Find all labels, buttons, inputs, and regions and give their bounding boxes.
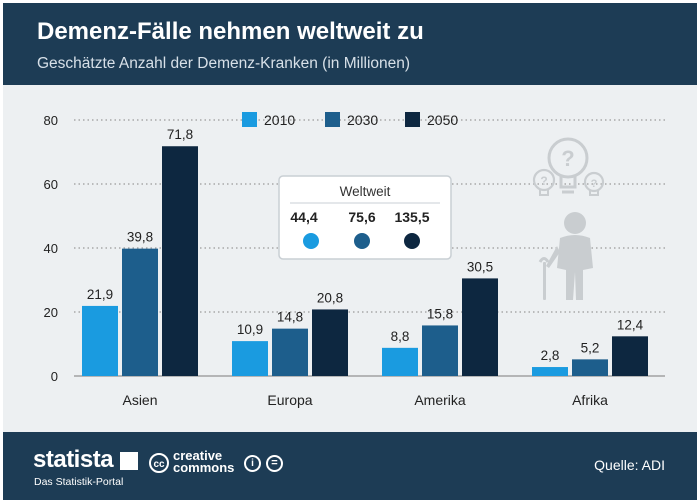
creative-commons-label[interactable]: creative commons bbox=[173, 448, 235, 475]
no-derivatives-icon: = bbox=[266, 455, 283, 472]
bar-europa-2050 bbox=[312, 309, 348, 376]
thinking-elderly-person-icon bbox=[538, 212, 593, 300]
category-labels: Asien Europa Amerika Afrika bbox=[122, 392, 608, 408]
legend-label-2010: 2010 bbox=[264, 112, 295, 128]
svg-text:?: ? bbox=[591, 178, 598, 190]
bar-europa-2010 bbox=[232, 341, 268, 376]
bar-amerika-2010 bbox=[382, 347, 418, 376]
legend-label-2050: 2050 bbox=[427, 112, 458, 128]
category-label: Asien bbox=[122, 392, 157, 408]
data-label: 5,2 bbox=[581, 340, 600, 355]
data-label: 8,8 bbox=[391, 329, 410, 344]
data-label: 2,8 bbox=[541, 348, 560, 363]
bar-amerika-2050 bbox=[462, 278, 498, 376]
data-labels: 21,9 39,8 71,8 10,9 14,8 20,8 8,8 15,8 30,5 2,8 5,… bbox=[87, 127, 644, 363]
data-label: 20,8 bbox=[317, 290, 343, 305]
source-label: Quelle: ADI bbox=[594, 457, 665, 473]
y-tick-label: 0 bbox=[51, 369, 58, 384]
bar-asien-2030 bbox=[122, 248, 158, 376]
statista-tagline: Das Statistik-Portal bbox=[34, 476, 124, 488]
statista-logo-icon bbox=[120, 452, 138, 470]
data-label: 21,9 bbox=[87, 287, 113, 302]
y-tick-label: 40 bbox=[44, 241, 58, 256]
category-label: Amerika bbox=[414, 392, 466, 408]
legend-swatch-2010 bbox=[242, 112, 257, 127]
worldwide-value-2010: 44,4 bbox=[290, 209, 317, 225]
legend-swatch-2050 bbox=[405, 112, 420, 127]
chart-subtitle: Geschätzte Anzahl der Demenz-Kranken (in… bbox=[37, 55, 411, 72]
y-tick-label: 80 bbox=[44, 113, 58, 128]
bar-amerika-2030 bbox=[422, 325, 458, 376]
worldwide-value-2050: 135,5 bbox=[394, 209, 429, 225]
worldwide-dot-2010 bbox=[303, 233, 319, 249]
y-tick-label: 20 bbox=[44, 305, 58, 320]
footer: statista Das Statistik-Portal cc creativ… bbox=[3, 432, 697, 500]
bar-afrika-2030 bbox=[572, 359, 608, 376]
bar-afrika-2010 bbox=[532, 367, 568, 376]
legend-label-2030: 2030 bbox=[347, 112, 378, 128]
cc-line-1: creative bbox=[173, 448, 223, 463]
data-label: 71,8 bbox=[167, 127, 193, 142]
worldwide-dot-2030 bbox=[354, 233, 370, 249]
bar-afrika-2050 bbox=[612, 336, 648, 376]
statista-logo[interactable]: statista bbox=[33, 446, 114, 473]
question-bulb-icon bbox=[532, 137, 605, 196]
worldwide-box: Weltweit 44,4 75,6 135,5 bbox=[278, 175, 452, 260]
data-label: 12,4 bbox=[617, 317, 644, 332]
worldwide-dot-2050 bbox=[404, 233, 420, 249]
data-label: 10,9 bbox=[237, 322, 263, 337]
worldwide-value-2030: 75,6 bbox=[348, 209, 375, 225]
data-label: 30,5 bbox=[467, 259, 493, 274]
bar-asien-2050 bbox=[162, 146, 198, 376]
question-marks: ? ? ? bbox=[540, 146, 597, 190]
worldwide-title: Weltweit bbox=[340, 184, 391, 199]
chart-title: Demenz-Fälle nehmen weltweit zu bbox=[37, 18, 424, 45]
category-label: Afrika bbox=[572, 392, 608, 408]
category-label: Europa bbox=[267, 392, 312, 408]
y-axis-ticks: 0 20 40 60 80 bbox=[44, 113, 58, 384]
attribution-icon: i bbox=[244, 455, 261, 472]
bar-asien-2010 bbox=[82, 305, 118, 376]
cc-line-2: commons bbox=[173, 460, 235, 475]
data-label: 39,8 bbox=[127, 230, 153, 245]
svg-text:?: ? bbox=[561, 146, 574, 171]
data-label: 15,8 bbox=[427, 306, 453, 321]
bar-europa-2030 bbox=[272, 328, 308, 376]
legend: 2010 2030 2050 bbox=[242, 112, 458, 128]
legend-swatch-2030 bbox=[325, 112, 340, 127]
y-tick-label: 60 bbox=[44, 177, 58, 192]
svg-text:?: ? bbox=[540, 174, 547, 188]
creative-commons-icon[interactable]: cc bbox=[149, 453, 169, 473]
bars bbox=[82, 146, 648, 376]
data-label: 14,8 bbox=[277, 310, 303, 325]
header: Demenz-Fälle nehmen weltweit zu Geschätz… bbox=[3, 3, 697, 85]
